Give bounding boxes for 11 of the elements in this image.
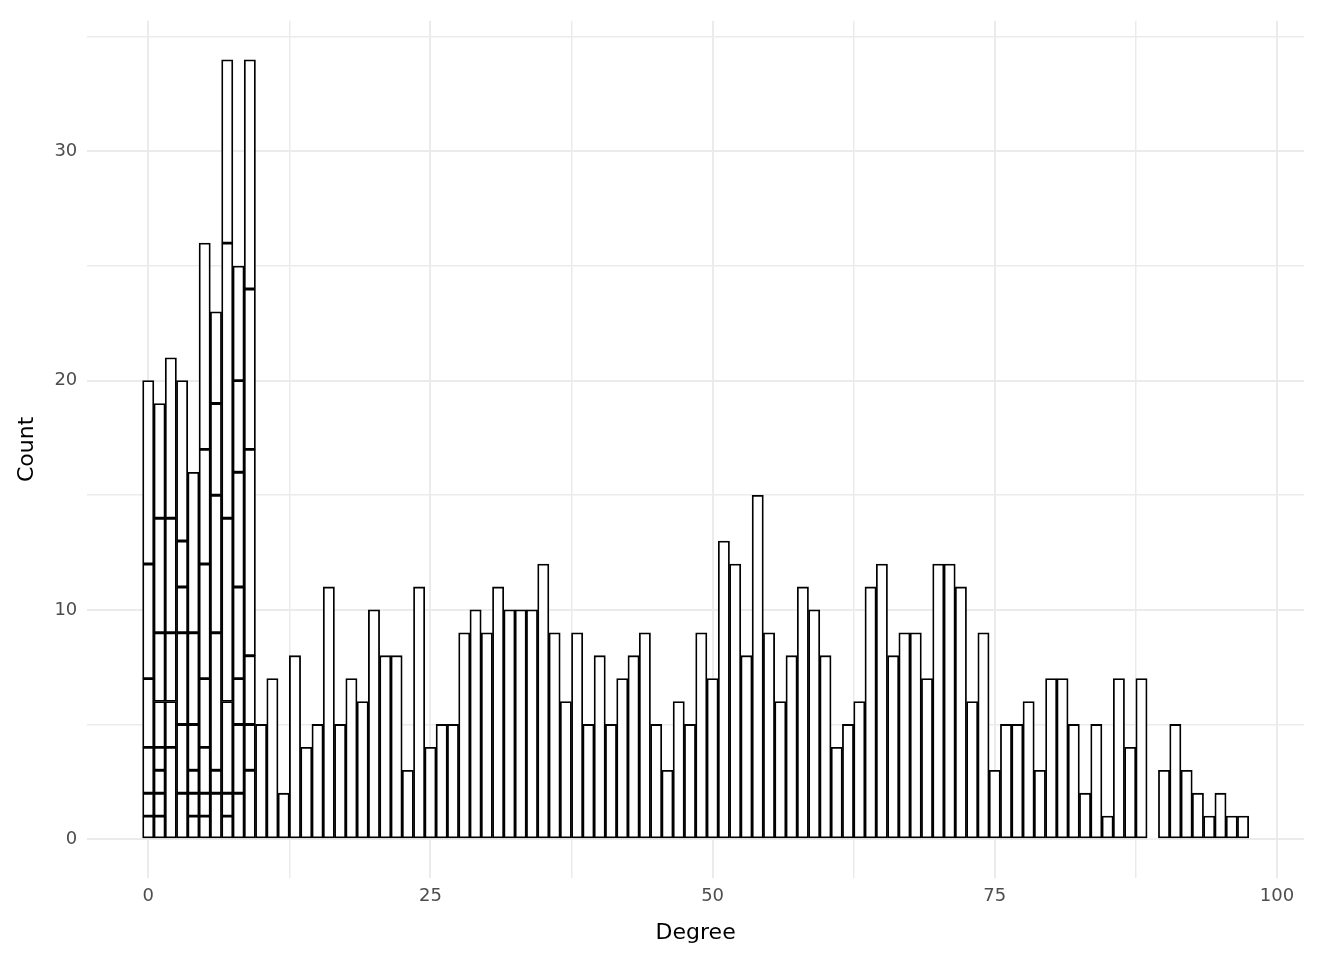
y-tick-label: 0 bbox=[65, 826, 78, 848]
x-tick-label: 100 bbox=[1259, 884, 1295, 906]
y-axis-title: Count bbox=[12, 416, 38, 483]
x-tick-label: 50 bbox=[701, 884, 725, 906]
x-tick-label: 75 bbox=[983, 884, 1007, 906]
x-tick-label: 25 bbox=[418, 884, 442, 906]
y-tick-label: 10 bbox=[54, 597, 78, 619]
y-tick-label: 20 bbox=[54, 368, 78, 390]
y-tick-label: 30 bbox=[54, 139, 78, 161]
x-tick-label: 0 bbox=[142, 884, 154, 906]
x-axis-title: Degree bbox=[655, 918, 736, 944]
